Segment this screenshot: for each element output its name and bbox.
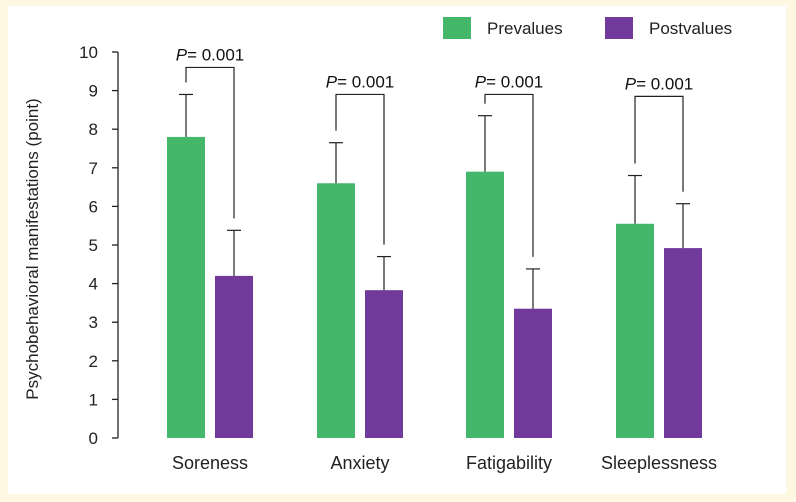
legend-swatch-postvalues bbox=[605, 17, 633, 39]
y-tick-label: 8 bbox=[89, 120, 98, 139]
legend: Prevalues Postvalues bbox=[443, 17, 732, 39]
legend-label-prevalues: Prevalues bbox=[487, 19, 563, 38]
p-value-label: P= 0.001 bbox=[326, 72, 395, 91]
y-tick-label: 5 bbox=[89, 236, 98, 255]
category-label: Fatigability bbox=[466, 453, 552, 473]
bars bbox=[167, 136, 702, 439]
y-tick-label: 4 bbox=[89, 275, 98, 294]
category-label: Soreness bbox=[172, 453, 248, 473]
significance-bracket bbox=[185, 66, 235, 219]
labels: Soreness Anxiety Fatigability Sleeplessness bbox=[172, 453, 717, 473]
p-value-label: P= 0.001 bbox=[625, 74, 694, 93]
bar-chart: 0 1 2 3 4 5 6 7 8 9 10 Psychobehavioral manifestati… bbox=[23, 17, 732, 473]
bar-prevalues-fatigability bbox=[466, 171, 504, 438]
p-value-text: = 0.001 bbox=[337, 72, 394, 91]
category-label: Anxiety bbox=[330, 453, 389, 473]
bar-postvalues-soreness bbox=[215, 275, 253, 438]
axes: 0 1 2 3 4 5 6 7 8 9 10 Psychobehavioral manifestati… bbox=[23, 43, 119, 448]
p-symbol: P bbox=[475, 72, 487, 91]
p-value-label: P= 0.001 bbox=[475, 72, 544, 91]
y-tick-label: 3 bbox=[89, 313, 98, 332]
y-tick-label: 7 bbox=[89, 159, 98, 178]
bar-prevalues-anxiety bbox=[317, 183, 355, 438]
y-tick-label: 1 bbox=[89, 390, 98, 409]
bar-prevalues-soreness bbox=[167, 136, 205, 439]
bar-postvalues-sleeplessness bbox=[664, 248, 702, 438]
legend-label-postvalues: Postvalues bbox=[649, 19, 732, 38]
significance-bracket bbox=[634, 95, 684, 192]
chart-frame: 0 1 2 3 4 5 6 7 8 9 10 Psychobehavioral manifestati… bbox=[8, 6, 786, 494]
p-symbol: P bbox=[176, 45, 188, 64]
significance-bracket bbox=[484, 93, 534, 257]
y-tick-label: 6 bbox=[89, 197, 98, 216]
y-tick-label: 10 bbox=[79, 43, 98, 62]
category-label: Sleeplessness bbox=[601, 453, 717, 473]
p-value-text: = 0.001 bbox=[486, 72, 543, 91]
y-tick-label: 9 bbox=[89, 82, 98, 101]
p-symbol: P bbox=[625, 74, 637, 93]
p-value-text: = 0.001 bbox=[187, 45, 244, 64]
legend-swatch-prevalues bbox=[443, 17, 471, 39]
p-value-label: P= 0.001 bbox=[176, 45, 245, 64]
y-axis-label: Psychobehavioral manifestations (point) bbox=[23, 98, 42, 399]
bar-postvalues-fatigability bbox=[514, 308, 552, 438]
error-bars bbox=[179, 93, 690, 309]
bar-postvalues-anxiety bbox=[365, 290, 403, 438]
y-tick-label: 0 bbox=[89, 429, 98, 448]
p-symbol: P bbox=[326, 72, 338, 91]
p-value-text: = 0.001 bbox=[636, 74, 693, 93]
bar-prevalues-sleeplessness bbox=[616, 223, 654, 438]
significance-bracket bbox=[335, 93, 385, 245]
y-tick-label: 2 bbox=[89, 352, 98, 371]
